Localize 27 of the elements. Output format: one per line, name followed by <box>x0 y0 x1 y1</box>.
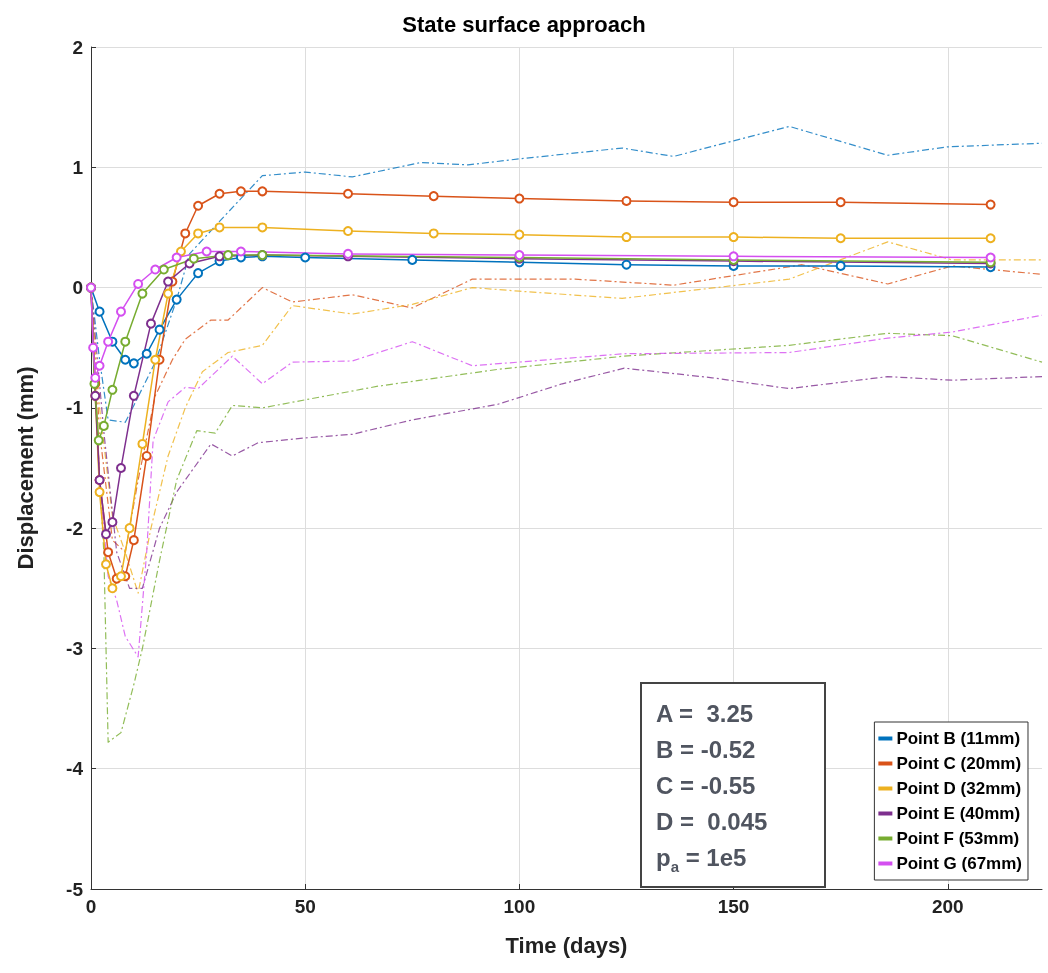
y-tick-label: -5 <box>66 878 84 900</box>
annotation: B = -0.52 <box>656 735 757 765</box>
y-tick-label: -1 <box>66 397 84 419</box>
legend-label: Point C (20mm) <box>896 754 1022 773</box>
y-tick-label: -3 <box>66 637 83 659</box>
x-tick-label: 100 <box>503 896 536 917</box>
x-tick-label: 200 <box>931 896 964 917</box>
y-tick-label: -4 <box>66 758 84 780</box>
annotation: p$_{a}$ = 1e5 <box>656 843 748 877</box>
x-tick-label: 150 <box>717 896 750 917</box>
x-tick-label: 50 <box>294 896 316 917</box>
y-axis-title: Displacement (mm) <box>12 366 38 570</box>
annotation: D = 0.045 <box>656 807 769 837</box>
annotation: A = 3.25 <box>656 699 755 729</box>
annotation: C = -0.55 <box>656 771 757 801</box>
legend-label: Point E (40mm) <box>896 804 1021 823</box>
y-tick-label: 1 <box>72 156 84 178</box>
y-tick-label: 0 <box>72 277 83 299</box>
legend-label: Point F (53mm) <box>896 829 1020 848</box>
chart-title: State surface approach <box>402 11 646 37</box>
legend-label: Point G (67mm) <box>896 854 1022 873</box>
y-tick-label: -2 <box>66 517 83 539</box>
legend-label: Point B (11mm) <box>896 729 1021 748</box>
y-tick-label: 2 <box>72 36 83 58</box>
legend-label: Point D (32mm) <box>896 779 1022 798</box>
x-axis-title: Time (days) <box>505 932 628 958</box>
x-tick-label: 0 <box>85 896 97 917</box>
